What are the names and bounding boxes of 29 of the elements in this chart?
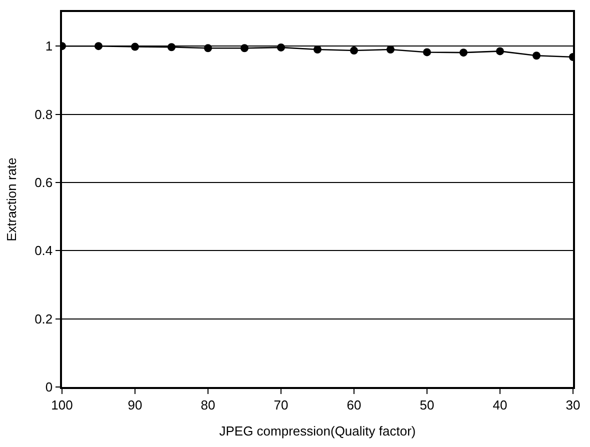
- point: [496, 47, 504, 56]
- x-tick-label: 100: [51, 397, 73, 412]
- y-tick-label: 0.8: [34, 106, 53, 122]
- x-tick-label: 30: [566, 397, 580, 412]
- point: [204, 44, 212, 52]
- point: [460, 48, 468, 57]
- x-tick-label: 40: [492, 397, 508, 412]
- point: [94, 42, 102, 50]
- point: [240, 44, 248, 52]
- point: [423, 48, 431, 56]
- point: [314, 46, 322, 54]
- point: [532, 52, 540, 60]
- point: [350, 46, 358, 55]
- y-axis-title: Extraction rate: [4, 158, 20, 242]
- y-tick-label: 1: [45, 38, 53, 54]
- x-tick-label: 70: [274, 397, 288, 412]
- x-tick-label: 90: [128, 397, 142, 412]
- x-axis-title: JPEG compression(Quality factor): [219, 423, 416, 438]
- x-tick-label: 50: [420, 397, 434, 412]
- y-tick-label: 0.2: [34, 311, 53, 326]
- point: [277, 43, 285, 52]
- x-tick-label: 80: [200, 397, 216, 412]
- point: [386, 46, 394, 54]
- y-tick-label: 0: [45, 380, 53, 395]
- point: [131, 42, 139, 51]
- y-tick-label: 0.6: [34, 175, 53, 190]
- y-tick-label: 0.4: [34, 243, 53, 258]
- point: [168, 43, 176, 52]
- x-tick-label: 60: [346, 397, 362, 412]
